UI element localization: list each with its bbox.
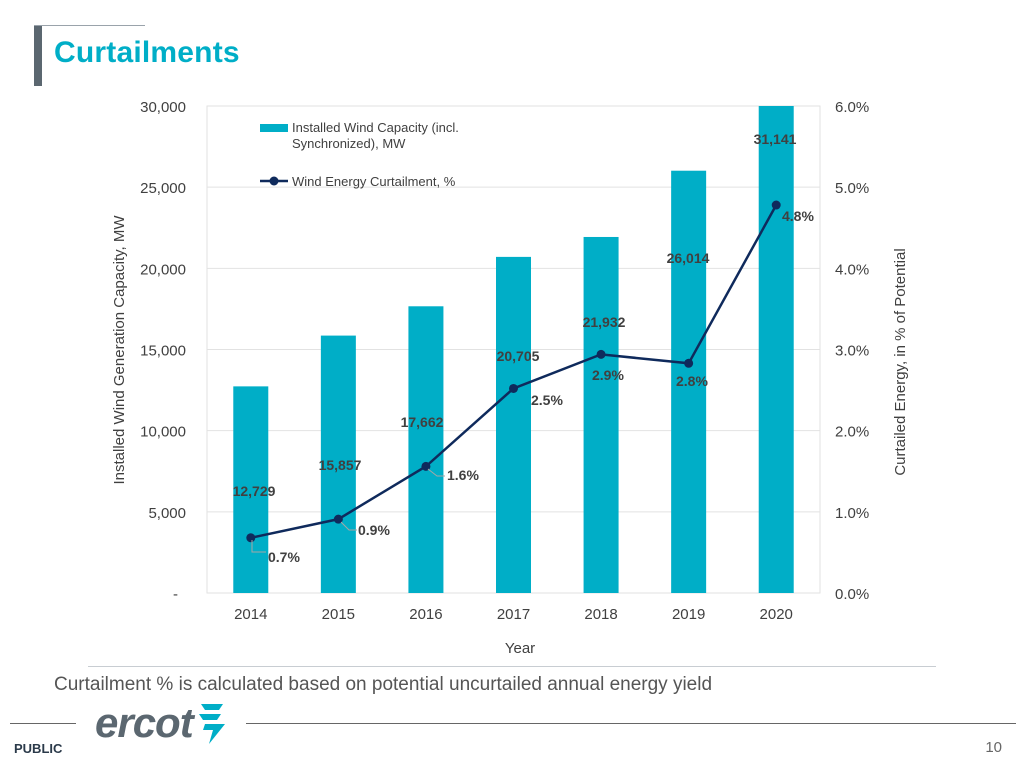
title-top-rule	[34, 25, 145, 26]
capacity-bar-label: 31,141	[754, 131, 797, 147]
curtailment-point	[684, 358, 694, 368]
y-right-tick-label: 6.0%	[835, 99, 869, 116]
curtailment-point-label: 0.9%	[358, 522, 390, 538]
footer-divider-left	[10, 723, 76, 724]
y-left-tick-label: -	[173, 586, 178, 603]
curtailment-point	[333, 514, 343, 524]
x-tick-label: 2014	[234, 606, 267, 623]
capacity-bar-label: 26,014	[667, 250, 710, 266]
capacity-bar	[496, 256, 531, 593]
curtailment-point-label: 1.6%	[447, 467, 479, 483]
logo-wordmark: ercot	[95, 699, 194, 746]
curtailment-point-label: 0.7%	[268, 549, 300, 565]
label-leader-line	[427, 468, 445, 477]
capacity-bar-label: 21,932	[583, 314, 626, 330]
classification-label: PUBLIC	[14, 741, 63, 756]
y-left-tick-label: 30,000	[140, 99, 186, 116]
label-leader-line	[251, 540, 266, 553]
curtailment-point	[596, 349, 606, 359]
capacity-bar	[583, 236, 619, 594]
page-title: Curtailments	[54, 36, 240, 69]
capacity-bar	[671, 170, 707, 594]
x-tick-label: 2017	[497, 606, 530, 623]
x-tick-label: 2018	[584, 606, 617, 623]
capacity-bar-label: 17,662	[401, 414, 444, 430]
footnote: Curtailment % is calculated based on pot…	[54, 674, 713, 695]
x-tick-label: 2015	[322, 606, 355, 623]
y-left-tick-label: 25,000	[140, 180, 186, 197]
y-right-tick-label: 4.0%	[835, 261, 869, 278]
y-right-tick-label: 1.0%	[835, 505, 869, 522]
y-left-axis-title: Installed Wind Generation Capacity, MW	[111, 215, 128, 485]
legend-bar-label-line2: Synchronized), MW	[292, 136, 406, 151]
y-right-tick-label: 3.0%	[835, 343, 869, 360]
y-left-tick-label: 20,000	[140, 261, 186, 278]
capacity-bar-label: 15,857	[319, 457, 362, 473]
curtailment-point-label: 4.8%	[782, 208, 814, 224]
curtailment-point	[421, 461, 431, 471]
legend-line-marker	[269, 176, 279, 186]
capacity-bar	[233, 386, 269, 593]
legend-bar-label-line1: Installed Wind Capacity (incl.	[292, 120, 459, 135]
curtailment-point	[246, 533, 256, 543]
curtailment-point	[509, 383, 518, 393]
legend-bar-swatch	[260, 124, 288, 132]
footer-divider-right	[246, 723, 1016, 724]
note-divider	[88, 666, 936, 667]
ercot-logo: ercot	[95, 700, 229, 746]
curtailment-point-label: 2.8%	[676, 373, 708, 389]
x-axis-title: Year	[505, 640, 535, 657]
capacity-bar	[320, 335, 356, 593]
y-right-axis-title: Curtailed Energy, in % of Potential	[892, 248, 909, 475]
curtailment-point-label: 2.9%	[592, 367, 624, 383]
y-left-tick-label: 15,000	[140, 343, 186, 360]
y-left-tick-label: 10,000	[140, 424, 186, 441]
capacity-bar	[758, 106, 794, 593]
lightning-bolt-icon	[198, 704, 225, 744]
legend-line-label: Wind Energy Curtailment, %	[292, 174, 456, 189]
curtailment-point-label: 2.5%	[531, 392, 563, 408]
x-tick-label: 2019	[672, 606, 705, 623]
x-tick-label: 2016	[409, 606, 442, 623]
curtailment-chart: - 0.0% 5,000 1.0% 10,000 2.0% 15,000 3.0% 20,000…	[111, 99, 909, 657]
capacity-bar	[408, 306, 444, 593]
page-number: 10	[985, 739, 1002, 756]
label-leader-line	[340, 521, 357, 531]
capacity-bar-label: 20,705	[497, 348, 540, 364]
x-tick-label: 2020	[760, 606, 793, 623]
curtailment-point	[771, 200, 781, 210]
capacity-bar-label: 12,729	[233, 483, 276, 499]
title-accent-bar	[34, 26, 42, 86]
y-right-tick-label: 0.0%	[835, 586, 869, 603]
y-right-tick-label: 2.0%	[835, 424, 869, 441]
y-left-tick-label: 5,000	[148, 505, 186, 522]
y-right-tick-label: 5.0%	[835, 180, 869, 197]
